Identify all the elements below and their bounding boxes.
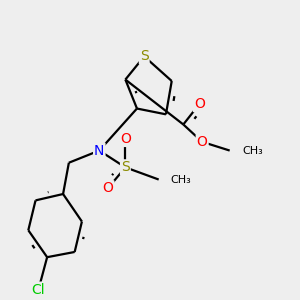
Text: O: O: [197, 135, 208, 149]
Text: O: O: [103, 181, 113, 195]
Text: Cl: Cl: [32, 283, 45, 297]
Text: O: O: [194, 97, 205, 111]
Text: S: S: [140, 50, 148, 63]
Text: CH₃: CH₃: [170, 175, 191, 184]
Text: N: N: [94, 144, 104, 158]
Text: S: S: [121, 160, 130, 174]
Text: CH₃: CH₃: [243, 146, 263, 156]
Text: O: O: [120, 132, 131, 146]
